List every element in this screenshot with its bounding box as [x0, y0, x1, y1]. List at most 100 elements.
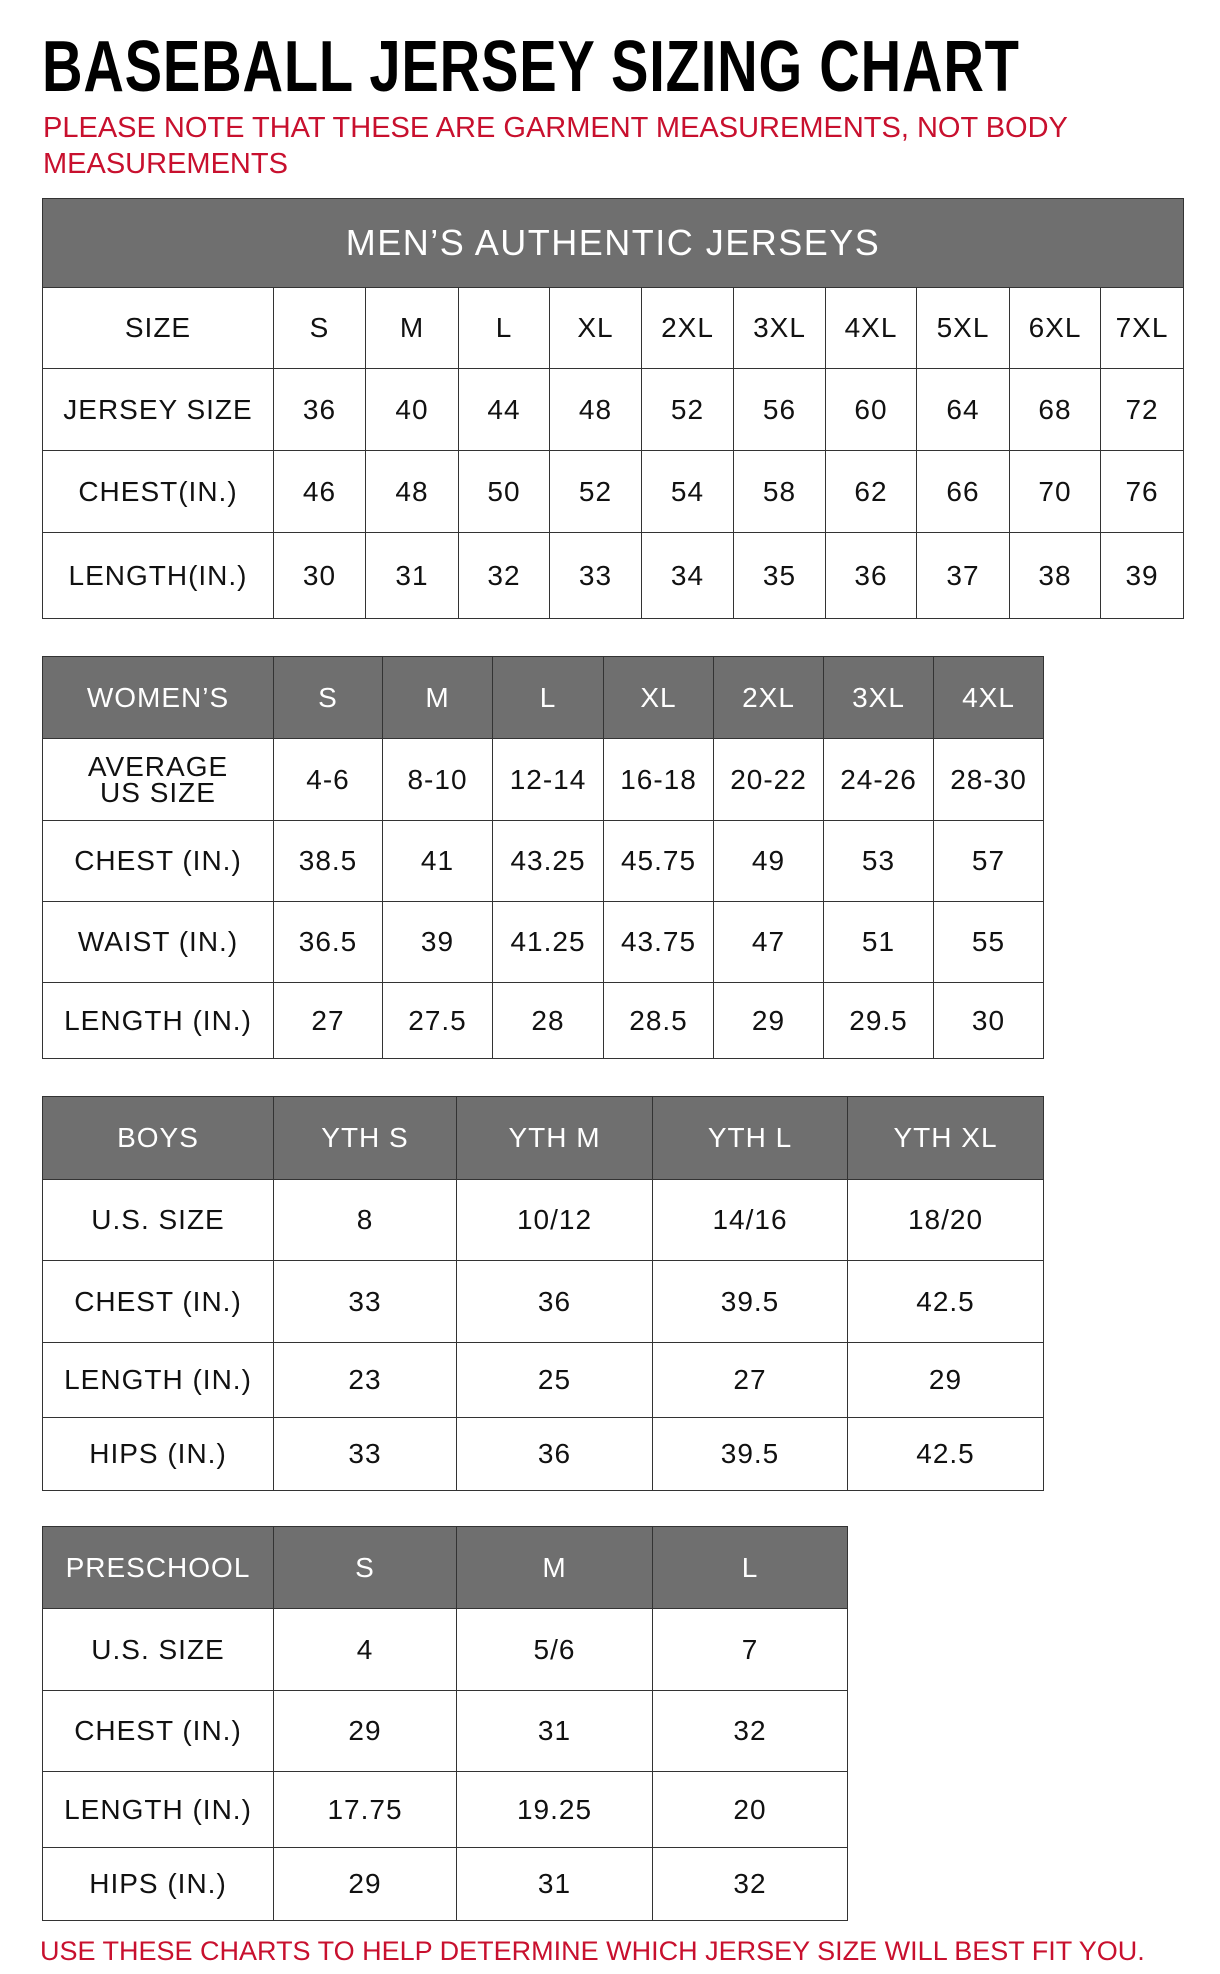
measurement-cell: 31 [365, 532, 459, 619]
size-header: XL [549, 287, 642, 369]
size-header: 2XL [641, 287, 734, 369]
womens-size-table: WOMEN’S S M L XL 2XL 3XL 4XL AVERAGE US SIZE 4-6 8… [42, 656, 1044, 1059]
table-row: LENGTH (IN.) 17.75 19.25 20 [42, 1771, 848, 1848]
measurement-cell: 36 [825, 532, 917, 619]
size-header: M [365, 287, 459, 369]
measurement-cell: 32 [652, 1690, 848, 1772]
measurement-cell: 39 [1099, 532, 1185, 619]
size-header: 4XL [825, 287, 917, 369]
row-label: CHEST (IN.) [42, 820, 274, 902]
size-header: XL [603, 656, 714, 739]
measurement-cell: 32 [652, 1847, 848, 1921]
page-title: BASEBALL JERSEY SIZING CHART [42, 27, 1020, 107]
table-row: U.S. SIZE 4 5/6 7 [42, 1608, 848, 1691]
measurement-cell: 55 [933, 901, 1044, 983]
measurement-cell: 8-10 [382, 738, 493, 821]
measurement-cell: 30 [273, 532, 366, 619]
measurement-cell: 29 [273, 1690, 457, 1772]
row-label: LENGTH (IN.) [42, 982, 274, 1059]
row-label: HIPS (IN.) [42, 1417, 274, 1491]
measurement-cell: 19.25 [456, 1771, 653, 1848]
measurement-cell: 76 [1099, 450, 1185, 533]
table-header-row: SIZE S M L XL 2XL 3XL 4XL 5XL 6XL 7XL [42, 287, 1185, 369]
table-row: AVERAGE US SIZE 4-6 8-10 12-14 16-18 20-22 24-… [42, 738, 1044, 821]
table-row: JERSEY SIZE 36 40 44 48 52 56 60 64 68 72 [42, 368, 1185, 451]
size-header: 2XL [713, 656, 824, 739]
table-header-row: PRESCHOOL S M L [42, 1526, 848, 1609]
measurement-cell: 50 [458, 450, 550, 533]
measurement-cell: 29 [847, 1342, 1044, 1418]
row-label: SIZE [42, 287, 274, 369]
measurement-cell: 70 [1009, 450, 1101, 533]
measurement-cell: 17.75 [273, 1771, 457, 1848]
size-header: S [273, 656, 383, 739]
size-header: 6XL [1009, 287, 1101, 369]
measurement-cell: 4-6 [273, 738, 383, 821]
preschool-size-table: PRESCHOOL S M L U.S. SIZE 4 5/6 7 CHEST (IN.) 29 3… [42, 1526, 848, 1921]
garment-measurement-note: PLEASE NOTE THAT THESE ARE GARMENT MEASU… [43, 112, 1068, 180]
table-row: HIPS (IN.) 29 31 32 [42, 1847, 848, 1921]
table-header-row: BOYS YTH S YTH M YTH L YTH XL [42, 1096, 1044, 1180]
row-label: LENGTH (IN.) [42, 1771, 274, 1848]
row-label: U.S. SIZE [42, 1608, 274, 1691]
measurement-cell: 24-26 [823, 738, 934, 821]
measurement-cell: 27.5 [382, 982, 493, 1059]
measurement-cell: 56 [733, 368, 826, 451]
measurement-cell: 43.75 [603, 901, 714, 983]
measurement-cell: 68 [1009, 368, 1101, 451]
footer-note: USE THESE CHARTS TO HELP DETERMINE WHICH… [40, 1936, 1145, 1966]
table-row: HIPS (IN.) 33 36 39.5 42.5 [42, 1417, 1044, 1491]
measurement-cell: 44 [458, 368, 550, 451]
size-header: S [273, 1526, 457, 1609]
measurement-cell: 36 [456, 1417, 653, 1491]
measurement-cell: 29 [713, 982, 824, 1059]
measurement-cell: 43.25 [492, 820, 604, 902]
table-row: WAIST (IN.) 36.5 39 41.25 43.75 47 51 55 [42, 901, 1044, 983]
measurement-cell: 72 [1099, 368, 1185, 451]
measurement-cell: 28-30 [933, 738, 1044, 821]
size-header: YTH L [652, 1096, 848, 1180]
measurement-cell: 33 [549, 532, 642, 619]
measurement-cell: 51 [823, 901, 934, 983]
measurement-cell: 42.5 [847, 1260, 1044, 1343]
size-header: 7XL [1099, 287, 1185, 369]
size-header: 5XL [916, 287, 1010, 369]
measurement-cell: 29 [273, 1847, 457, 1921]
size-header: 3XL [733, 287, 826, 369]
measurement-cell: 46 [273, 450, 366, 533]
measurement-cell: 31 [456, 1690, 653, 1772]
table-row: LENGTH(IN.) 30 31 32 33 34 35 36 37 38 39 [42, 532, 1185, 619]
measurement-cell: 10/12 [456, 1179, 653, 1261]
table-row: CHEST (IN.) 38.5 41 43.25 45.75 49 53 57 [42, 820, 1044, 902]
measurement-cell: 34 [641, 532, 734, 619]
measurement-cell: 30 [933, 982, 1044, 1059]
measurement-cell: 52 [549, 450, 642, 533]
measurement-cell: 35 [733, 532, 826, 619]
measurement-cell: 49 [713, 820, 824, 902]
measurement-cell: 37 [916, 532, 1010, 619]
table-row: CHEST (IN.) 33 36 39.5 42.5 [42, 1260, 1044, 1343]
measurement-cell: 31 [456, 1847, 653, 1921]
measurement-cell: 8 [273, 1179, 457, 1261]
row-label: LENGTH(IN.) [42, 532, 274, 619]
measurement-cell: 14/16 [652, 1179, 848, 1261]
measurement-cell: 47 [713, 901, 824, 983]
measurement-cell: 54 [641, 450, 734, 533]
measurement-cell: 38 [1009, 532, 1101, 619]
measurement-cell: 39.5 [652, 1417, 848, 1491]
measurement-cell: 52 [641, 368, 734, 451]
size-header: L [652, 1526, 848, 1609]
row-label: PRESCHOOL [42, 1526, 274, 1609]
size-header: 3XL [823, 656, 934, 739]
measurement-cell: 5/6 [456, 1608, 653, 1691]
row-label: JERSEY SIZE [42, 368, 274, 451]
row-label: BOYS [42, 1096, 274, 1180]
size-header: YTH M [456, 1096, 653, 1180]
measurement-cell: 28 [492, 982, 604, 1059]
table-row: LENGTH (IN.) 23 25 27 29 [42, 1342, 1044, 1418]
row-label: HIPS (IN.) [42, 1847, 274, 1921]
row-label: AVERAGE US SIZE [42, 738, 274, 821]
measurement-cell: 60 [825, 368, 917, 451]
measurement-cell: 25 [456, 1342, 653, 1418]
measurement-cell: 36 [273, 368, 366, 451]
